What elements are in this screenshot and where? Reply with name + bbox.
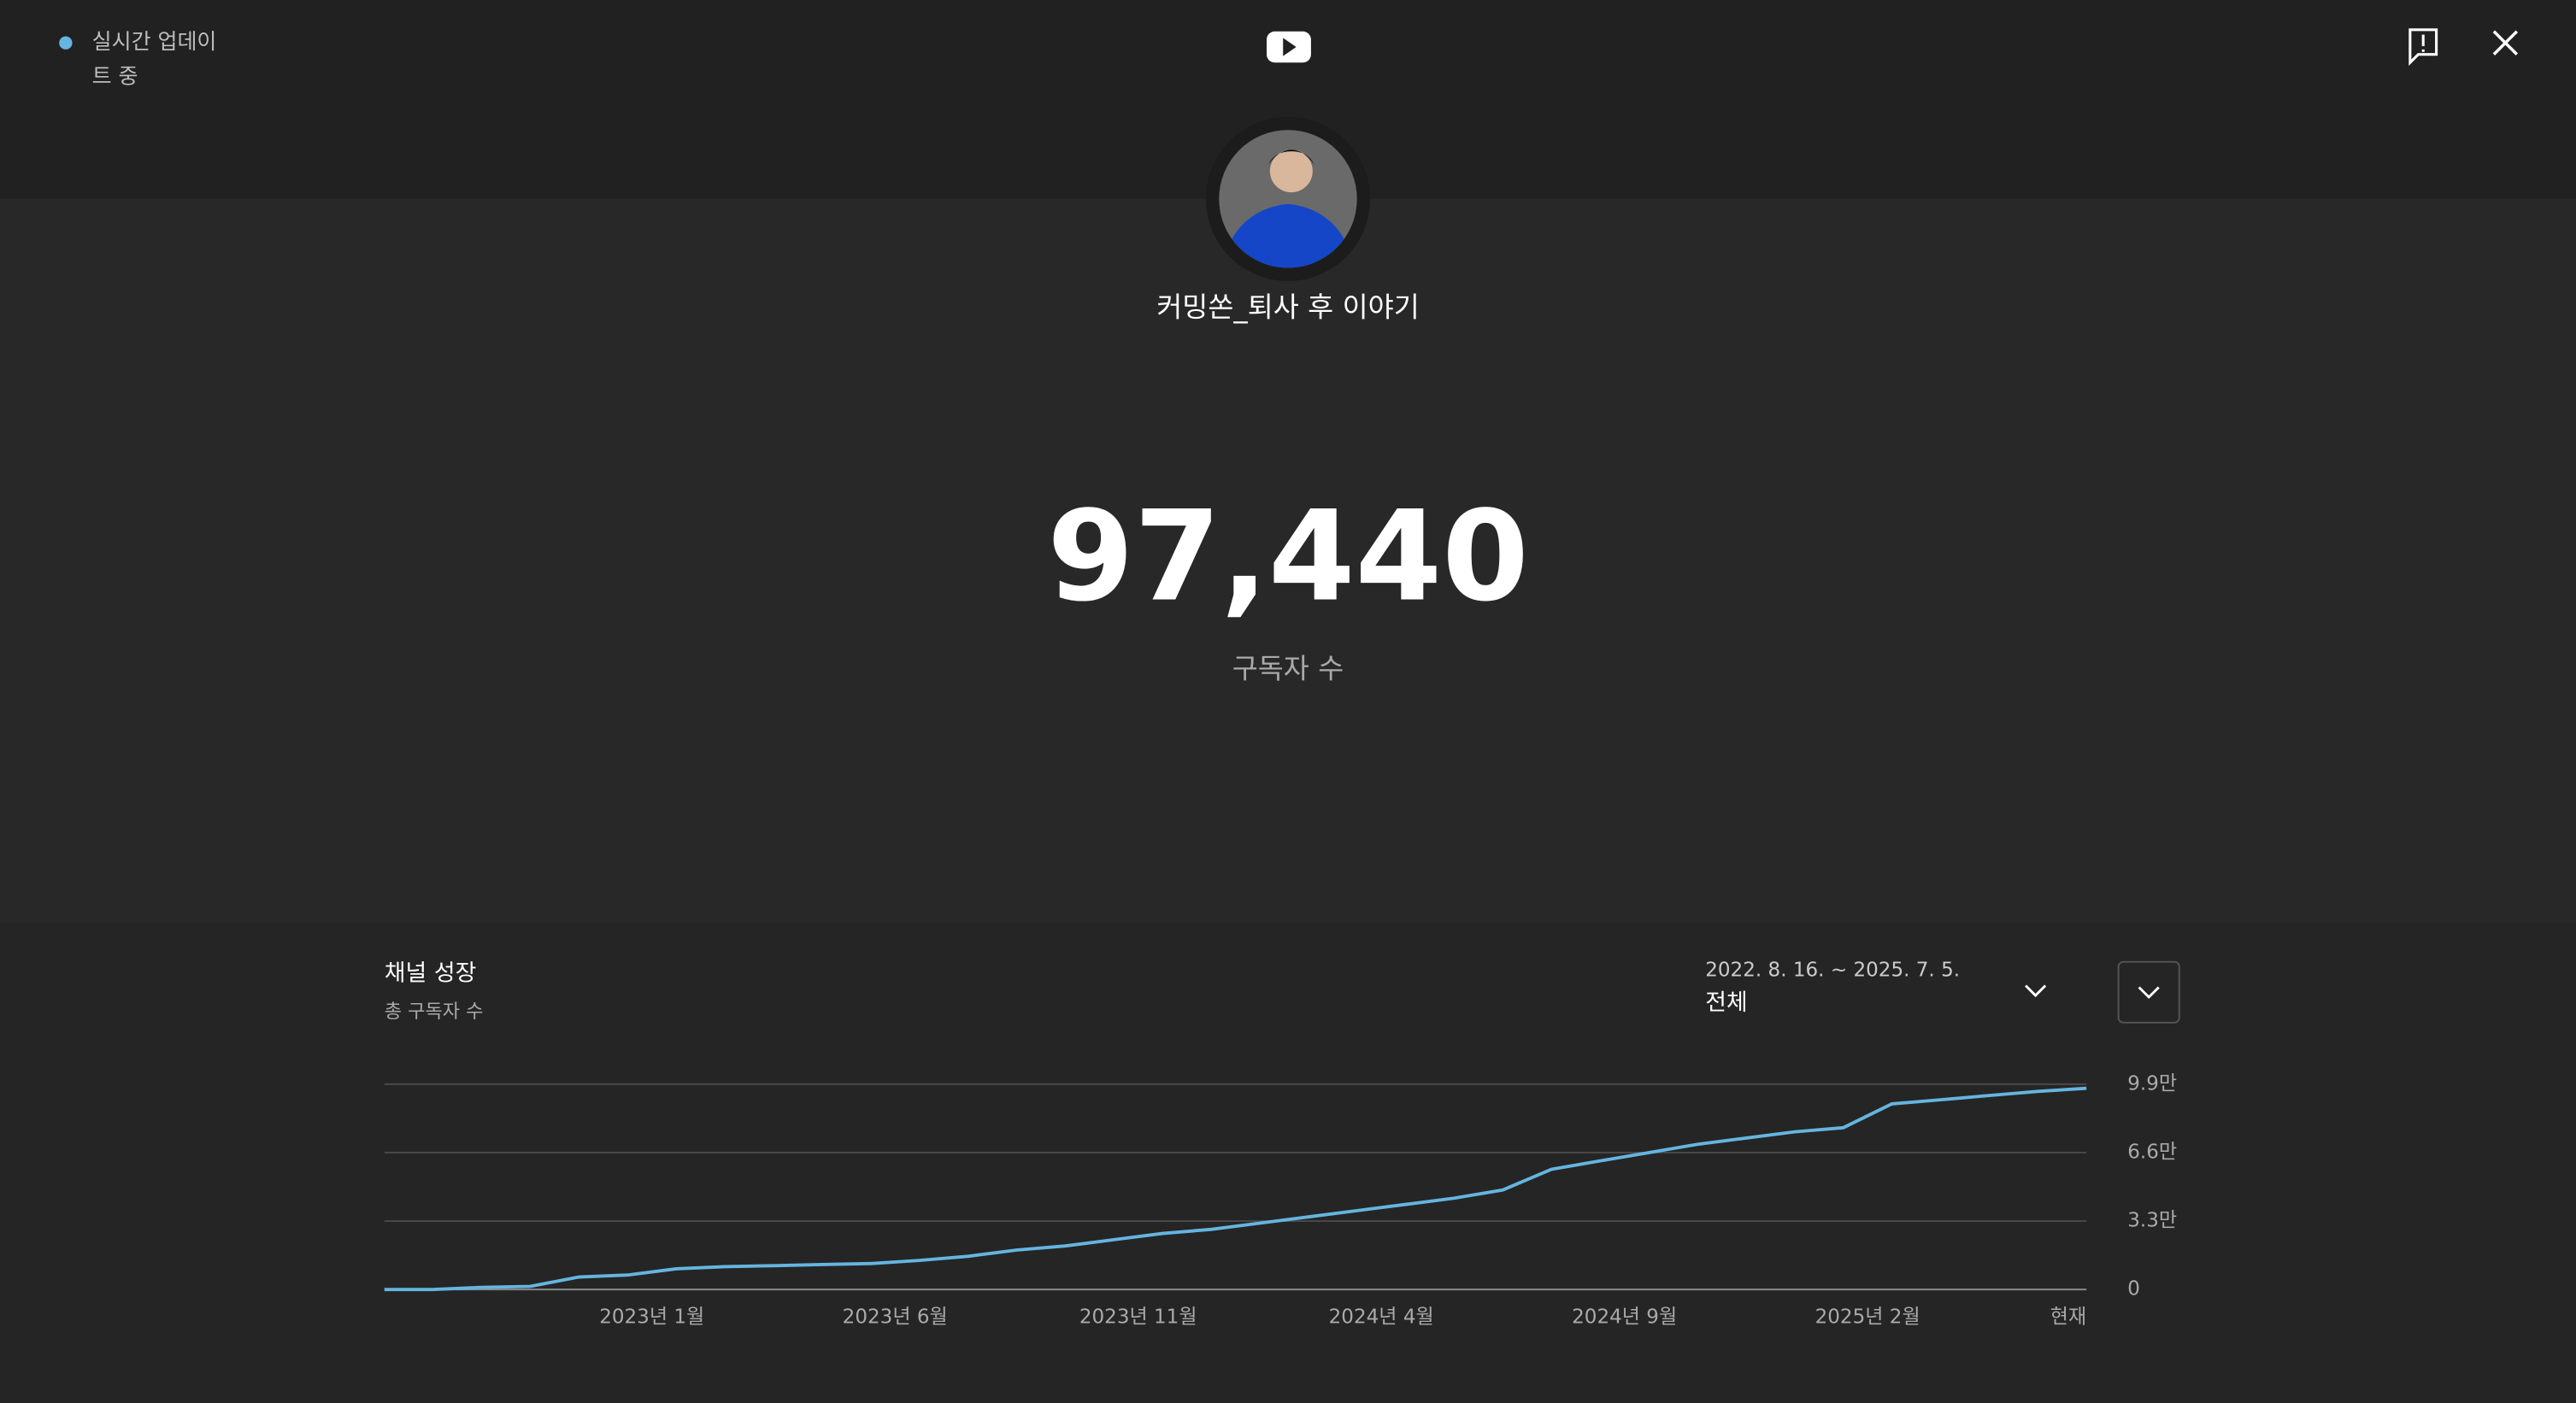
dropdown-arrow xyxy=(2025,984,2047,998)
date-range: 2022. 8. 16. ~ 2025. 7. 5. xyxy=(1705,960,1960,982)
live-status: 트 중 xyxy=(92,64,138,89)
chart-panel xyxy=(0,923,2576,1403)
subscriber-line xyxy=(384,1086,2087,1292)
live-dot xyxy=(59,36,73,50)
x-tick-label: 2025년 2월 xyxy=(1815,1306,1920,1328)
x-tick-label: 2024년 9월 xyxy=(1572,1306,1677,1328)
report-button[interactable] xyxy=(2408,28,2438,66)
channel-name: 커밍쏜_퇴사 후 이야기 xyxy=(1156,291,1419,324)
youtube-logo xyxy=(1267,31,1311,63)
panel-title: 채널 성장 xyxy=(385,960,477,987)
subscriber-label: 구독자 수 xyxy=(1232,652,1344,684)
avatar xyxy=(1205,116,1371,281)
period-dropdown[interactable]: 2022. 8. 16. ~ 2025. 7. 5. 전체 xyxy=(1705,960,2047,1016)
y-tick-label: 9.9만 xyxy=(2127,1072,2177,1095)
live-status: 실시간 업데이 xyxy=(92,29,217,54)
close-button[interactable] xyxy=(2492,30,2519,56)
y-tick-label: 6.6만 xyxy=(2127,1141,2177,1163)
x-tick-label: 2023년 6월 xyxy=(843,1306,948,1328)
x-tick-label: 2023년 1월 xyxy=(599,1306,704,1328)
x-tick-label: 2023년 11월 xyxy=(1079,1306,1197,1328)
x-tick-label: 현재 xyxy=(2050,1306,2086,1328)
y-tick-label: 3.3만 xyxy=(2127,1210,2177,1232)
subscriber-count: 97,440 xyxy=(1047,484,1529,629)
period: 전체 xyxy=(1705,989,1748,1016)
panel-subtitle: 총 구독자 수 xyxy=(385,1001,484,1023)
y-tick-label: 0 xyxy=(2127,1278,2140,1300)
x-tick-label: 2024년 4월 xyxy=(1329,1306,1434,1328)
expand-button[interactable] xyxy=(2117,960,2180,1024)
